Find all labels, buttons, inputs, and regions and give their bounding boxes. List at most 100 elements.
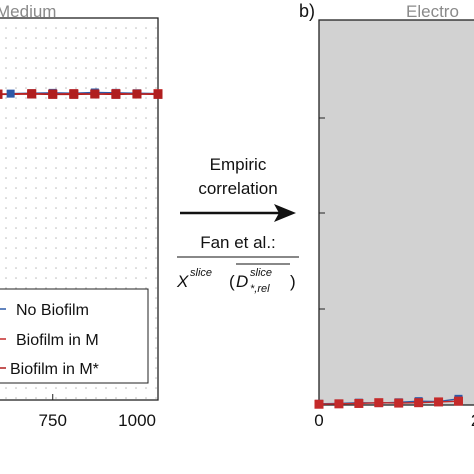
- grid-dot: [135, 47, 137, 49]
- grid-dot: [145, 217, 147, 219]
- legend: No Biofilm Biofilm in M Biofilm in M*: [0, 288, 149, 384]
- grid-dot: [65, 27, 67, 29]
- grid-dot: [35, 387, 37, 389]
- grid-dot: [35, 397, 37, 399]
- grid-dot: [95, 177, 97, 179]
- grid-dot: [155, 287, 157, 289]
- grid-dot: [25, 77, 27, 79]
- grid-dot: [125, 127, 127, 129]
- grid-dot: [135, 217, 137, 219]
- grid-dot: [85, 127, 87, 129]
- grid-dot: [25, 157, 27, 159]
- grid-dot: [145, 397, 147, 399]
- grid-dot: [35, 147, 37, 149]
- grid-dot: [35, 87, 37, 89]
- grid-dot: [155, 167, 157, 169]
- grid-dot: [125, 267, 127, 269]
- grid-dot: [35, 207, 37, 209]
- grid-dot: [155, 317, 157, 319]
- grid-dot: [35, 257, 37, 259]
- grid-dot: [55, 37, 57, 39]
- grid-dot: [35, 117, 37, 119]
- grid-dot: [155, 117, 157, 119]
- grid-dot: [15, 37, 17, 39]
- formula-d-sup: slice: [250, 267, 272, 279]
- grid-dot: [25, 177, 27, 179]
- grid-dot: [145, 157, 147, 159]
- grid-dot: [65, 137, 67, 139]
- legend-box: [0, 288, 149, 384]
- grid-dot: [5, 27, 7, 29]
- grid-dot: [95, 117, 97, 119]
- grid-dot: [25, 147, 27, 149]
- grid-dot: [105, 177, 107, 179]
- grid-dot: [155, 257, 157, 259]
- grid-dot: [155, 327, 157, 329]
- grid-dot: [105, 127, 107, 129]
- grid-dot: [135, 27, 137, 29]
- grid-dot: [15, 147, 17, 149]
- grid-dot: [5, 277, 7, 279]
- grid-dot: [75, 147, 77, 149]
- grid-dot: [85, 277, 87, 279]
- grid-dot: [55, 227, 57, 229]
- grid-dot: [125, 57, 127, 59]
- grid-dot: [125, 137, 127, 139]
- grid-dot: [115, 177, 117, 179]
- grid-dot: [135, 147, 137, 149]
- grid-dot: [45, 57, 47, 59]
- grid-dot: [105, 397, 107, 399]
- data-point: [132, 89, 142, 99]
- grid-dot: [65, 217, 67, 219]
- grid-dot: [25, 57, 27, 59]
- grid-dot: [135, 387, 137, 389]
- grid-dot: [5, 117, 7, 119]
- grid-dot: [115, 67, 117, 69]
- grid-dot: [25, 117, 27, 119]
- grid-dot: [75, 47, 77, 49]
- grid-dot: [55, 107, 57, 109]
- grid-dot: [35, 267, 37, 269]
- grid-dot: [155, 367, 157, 369]
- grid-dot: [125, 277, 127, 279]
- grid-dot: [5, 167, 7, 169]
- grid-dot: [135, 167, 137, 169]
- grid-dot: [25, 137, 27, 139]
- grid-dot: [5, 247, 7, 249]
- grid-dot: [85, 107, 87, 109]
- grid-dot: [95, 37, 97, 39]
- grid-dot: [155, 357, 157, 359]
- grid-dot: [25, 87, 27, 89]
- grid-dot: [95, 237, 97, 239]
- grid-dot: [15, 207, 17, 209]
- formula-x: X: [176, 272, 189, 291]
- grid-dot: [105, 387, 107, 389]
- grid-dot: [115, 107, 117, 109]
- grid-dot: [85, 67, 87, 69]
- grid-dot: [125, 157, 127, 159]
- grid-dot: [115, 137, 117, 139]
- grid-dot: [65, 207, 67, 209]
- grid-dot: [125, 287, 127, 289]
- grid-dot: [45, 157, 47, 159]
- grid-dot: [15, 77, 17, 79]
- grid-dot: [115, 397, 117, 399]
- grid-dot: [85, 57, 87, 59]
- grid-dot: [155, 177, 157, 179]
- grid-dot: [5, 217, 7, 219]
- grid-dot: [155, 77, 157, 79]
- grid-dot: [65, 177, 67, 179]
- grid-dot: [135, 277, 137, 279]
- grid-dot: [45, 177, 47, 179]
- grid-dot: [145, 387, 147, 389]
- grid-dot: [95, 197, 97, 199]
- grid-dot: [135, 187, 137, 189]
- grid-dot: [65, 147, 67, 149]
- grid-dot: [145, 87, 147, 89]
- grid-dot: [55, 177, 57, 179]
- grid-dot: [115, 227, 117, 229]
- grid-dot: [45, 137, 47, 139]
- grid-dot: [5, 77, 7, 79]
- grid-dot: [105, 37, 107, 39]
- grid-dot: [65, 247, 67, 249]
